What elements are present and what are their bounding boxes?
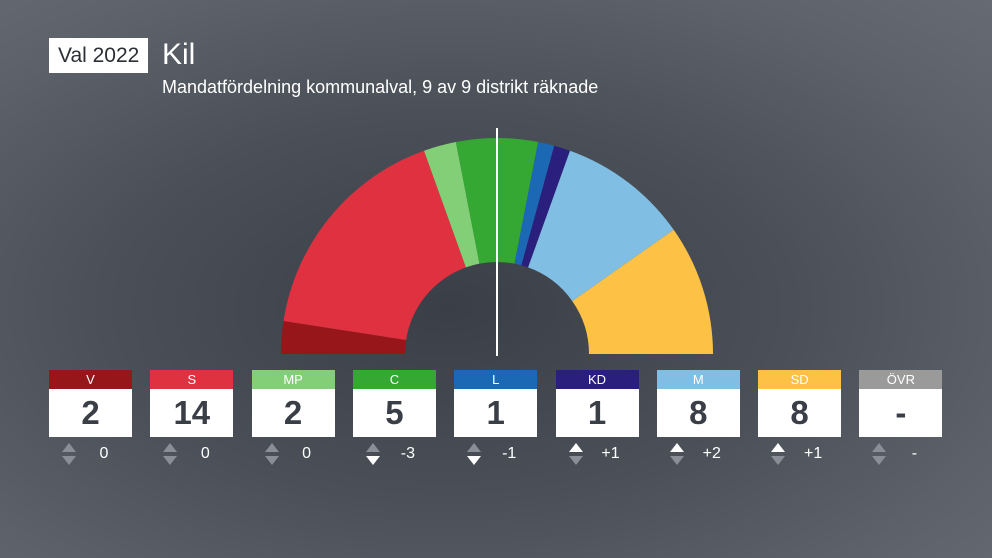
party-card-m: M 8 +2 (656, 370, 740, 467)
party-name: SD (758, 370, 842, 389)
seat-change-value: +1 (803, 445, 823, 462)
seat-change-value: -1 (502, 445, 517, 462)
arc-segment-s (283, 150, 466, 340)
party-card-c: C 5 -3 (352, 370, 436, 467)
arrow-down-icon (872, 456, 887, 465)
party-name: C (352, 370, 436, 389)
arrow-down-icon (264, 456, 279, 465)
arrow-up-icon (62, 443, 76, 452)
change-arrows-icon (365, 443, 380, 465)
page-title: Kil (162, 38, 196, 71)
party-seats: 14 (150, 389, 234, 437)
party-name: S (150, 370, 234, 389)
seat-change: -3 (353, 441, 436, 467)
party-card-l: L 1 -1 (454, 370, 538, 467)
seat-change-value: -3 (400, 445, 415, 462)
arrow-down-icon (568, 456, 583, 465)
party-card-sd: SD 8 +1 (758, 370, 842, 467)
change-arrows-icon (163, 443, 178, 465)
arc-segment-mp (423, 141, 480, 268)
party-seats: 2 (49, 389, 132, 437)
party-card-s: S 14 0 (150, 370, 234, 467)
arrow-down-icon (669, 456, 684, 465)
party-seats: 1 (454, 389, 538, 437)
seat-change: +1 (556, 441, 639, 467)
arrow-up-icon (264, 443, 279, 452)
change-arrows-icon (771, 443, 786, 465)
seat-change-value: 0 (302, 445, 312, 462)
arrow-up-icon (365, 443, 380, 452)
party-name: ÖVR (859, 370, 943, 389)
seat-change-value: 0 (99, 445, 109, 462)
arrow-up-icon (872, 443, 887, 452)
arrow-down-icon (771, 456, 786, 465)
party-name: M (656, 370, 740, 389)
party-seats: 8 (656, 389, 740, 437)
seat-change-value: 0 (200, 445, 210, 462)
change-arrows-icon (568, 443, 583, 465)
party-seats: - (859, 389, 943, 437)
party-name: V (49, 370, 132, 389)
arrow-down-icon (62, 456, 76, 465)
arrow-up-icon (771, 443, 786, 452)
party-card-övr: ÖVR - - (859, 370, 943, 467)
seat-change-value: +2 (702, 445, 721, 462)
year-badge: Val 2022 (49, 38, 149, 73)
party-seats: 8 (758, 389, 842, 437)
seat-change: 0 (252, 441, 335, 467)
change-arrows-icon (669, 443, 684, 465)
arc-segment-sd (572, 229, 713, 354)
party-seats: 5 (352, 389, 436, 437)
change-arrows-icon (62, 443, 76, 465)
arc-segment-kd (521, 145, 571, 268)
party-name: KD (555, 370, 639, 389)
party-seats: 1 (555, 389, 639, 437)
arrow-down-icon (365, 456, 380, 465)
page-subtitle: Mandatfördelning kommunalval, 9 av 9 dis… (162, 77, 599, 97)
arc-segment-l (514, 141, 555, 266)
arrow-up-icon (467, 443, 482, 452)
change-arrows-icon (872, 443, 887, 465)
arrow-up-icon (163, 443, 178, 452)
seat-change: - (859, 441, 942, 467)
seat-change: +2 (657, 441, 740, 467)
party-name: MP (251, 370, 335, 389)
arrow-up-icon (568, 443, 583, 452)
seat-change: 0 (150, 441, 233, 467)
seat-change: -1 (454, 441, 537, 467)
party-seats: 2 (251, 389, 335, 437)
seat-change-value: - (911, 445, 918, 462)
arc-segment-m (528, 150, 674, 302)
change-arrows-icon (264, 443, 279, 465)
party-name: L (454, 370, 538, 389)
seat-change-value: +1 (601, 445, 620, 462)
arc-segment-v (281, 321, 407, 354)
arrow-down-icon (163, 456, 178, 465)
seat-change: +1 (758, 441, 841, 467)
arrow-down-icon (467, 456, 482, 465)
change-arrows-icon (467, 443, 482, 465)
party-card-mp: MP 2 0 (251, 370, 335, 467)
arrow-up-icon (669, 443, 684, 452)
arc-segments (281, 137, 713, 354)
party-card-kd: KD 1 +1 (555, 370, 639, 467)
seat-change: 0 (49, 441, 132, 467)
